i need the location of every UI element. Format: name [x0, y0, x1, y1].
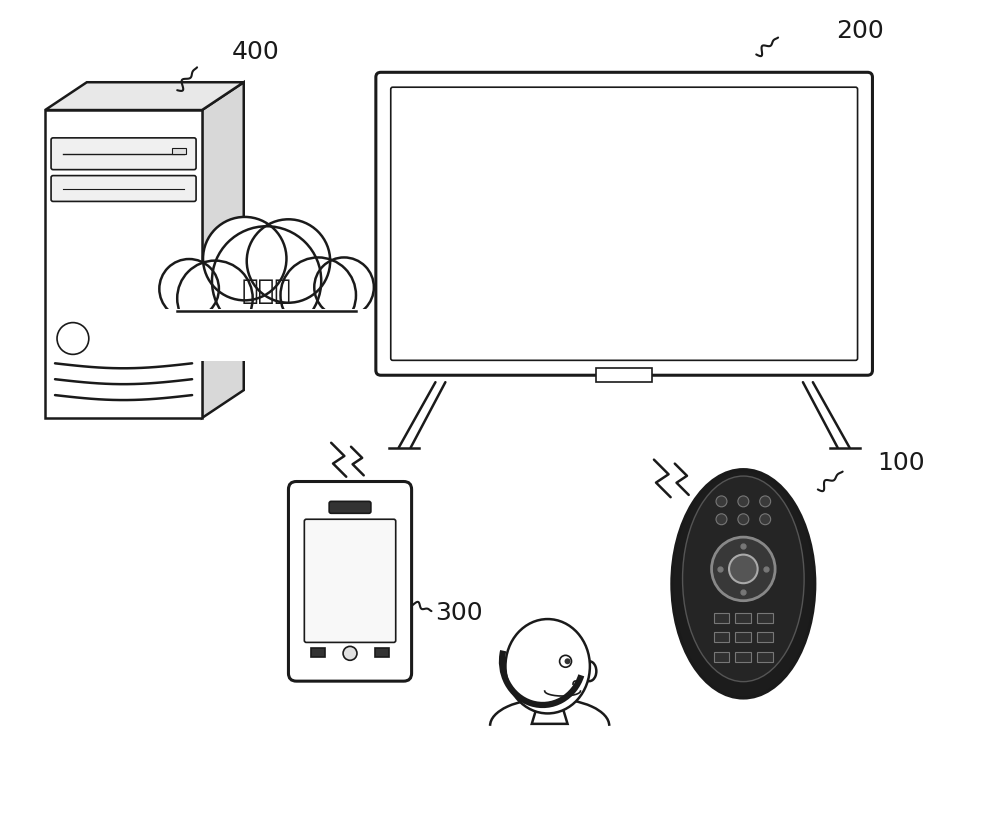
- FancyBboxPatch shape: [391, 87, 858, 360]
- FancyBboxPatch shape: [376, 72, 872, 375]
- Circle shape: [57, 323, 89, 355]
- Text: 100: 100: [877, 450, 925, 475]
- Bar: [714, 632, 729, 642]
- Text: 互联网: 互联网: [242, 277, 292, 305]
- Bar: [375, 649, 389, 658]
- Bar: [757, 613, 773, 622]
- Bar: [172, 147, 186, 154]
- Bar: [714, 613, 729, 622]
- Bar: [735, 613, 751, 622]
- Circle shape: [280, 257, 356, 333]
- Circle shape: [314, 257, 374, 317]
- Ellipse shape: [505, 619, 590, 713]
- Polygon shape: [45, 82, 244, 110]
- Circle shape: [343, 646, 357, 660]
- Bar: [714, 653, 729, 663]
- Ellipse shape: [683, 476, 804, 681]
- Text: 400: 400: [232, 40, 280, 65]
- Text: 300: 300: [435, 601, 483, 625]
- Circle shape: [560, 655, 572, 667]
- Circle shape: [716, 514, 727, 525]
- Circle shape: [716, 496, 727, 507]
- FancyBboxPatch shape: [329, 501, 371, 514]
- Bar: [735, 632, 751, 642]
- Circle shape: [729, 554, 758, 583]
- Bar: [596, 369, 652, 382]
- Circle shape: [712, 537, 775, 600]
- Ellipse shape: [672, 469, 815, 698]
- FancyBboxPatch shape: [51, 175, 196, 201]
- Circle shape: [565, 658, 571, 664]
- Bar: [757, 632, 773, 642]
- Circle shape: [760, 496, 771, 507]
- Circle shape: [212, 226, 321, 336]
- Bar: [311, 649, 325, 658]
- Circle shape: [177, 260, 253, 336]
- Circle shape: [738, 514, 749, 525]
- Circle shape: [738, 496, 749, 507]
- Polygon shape: [532, 704, 568, 724]
- Bar: [735, 653, 751, 663]
- Circle shape: [203, 217, 286, 301]
- Bar: [757, 653, 773, 663]
- Text: 200: 200: [836, 19, 883, 43]
- Bar: [45, 110, 202, 418]
- Polygon shape: [202, 82, 244, 418]
- Bar: [162, 309, 371, 361]
- Circle shape: [760, 514, 771, 525]
- FancyBboxPatch shape: [51, 138, 196, 170]
- Circle shape: [247, 219, 330, 303]
- Circle shape: [159, 259, 219, 319]
- FancyBboxPatch shape: [304, 519, 396, 642]
- Bar: [162, 309, 371, 353]
- FancyBboxPatch shape: [288, 482, 412, 681]
